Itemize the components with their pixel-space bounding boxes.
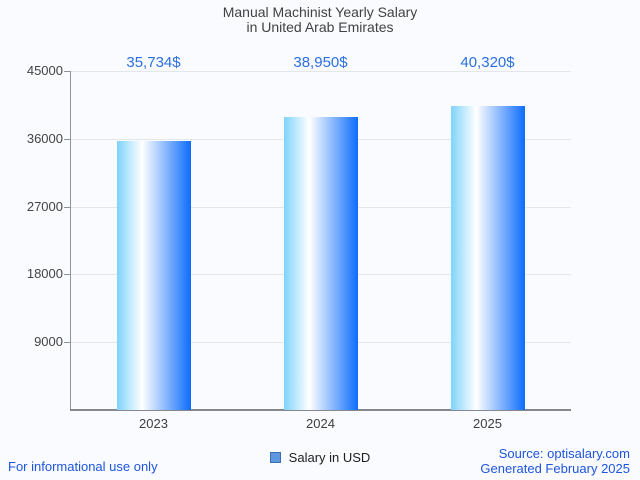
chart-title: Manual Machinist Yearly Salary in United…: [0, 5, 640, 35]
legend-label: Salary in USD: [288, 450, 371, 465]
chart-title-line1: Manual Machinist Yearly Salary: [222, 4, 418, 20]
y-axis-label-27000: 27000: [26, 198, 63, 214]
footer-source-block: Source: optisalary.com Generated Februar…: [480, 446, 630, 476]
y-axis-label-18000: 18000: [26, 266, 63, 282]
bar-2024[interactable]: [283, 116, 358, 410]
x-axis-line: [70, 409, 571, 411]
value-label-2023: 35,734$: [126, 54, 181, 71]
legend-swatch-icon: [269, 452, 281, 463]
y-tickmark-45000: [64, 71, 70, 72]
legend: Salary in USD: [0, 449, 640, 466]
x-axis-label-2025: 2025: [473, 416, 502, 431]
gridline-45000: [70, 71, 571, 72]
y-axis-label-36000: 36000: [26, 130, 63, 146]
generated-date: Generated February 2025: [480, 461, 630, 476]
value-label-2025: 40,320$: [460, 54, 515, 71]
y-axis-label-9000: 9000: [34, 334, 63, 350]
x-axis-label-2024: 2024: [306, 416, 335, 431]
x-axis-label-2023: 2023: [139, 416, 168, 431]
disclaimer-text: For informational use only: [8, 459, 158, 474]
y-tickmark-9000: [64, 342, 70, 344]
y-axis-label-45000: 45000: [26, 63, 63, 78]
bar-2025[interactable]: [450, 106, 525, 410]
y-tickmark-36000: [64, 138, 70, 140]
source-link[interactable]: Source: optisalary.com: [498, 446, 630, 461]
chart-title-line2: in United Arab Emirates: [246, 19, 394, 35]
bar-2023[interactable]: [116, 140, 191, 410]
y-axis-line: [70, 71, 71, 410]
y-tickmark-18000: [64, 274, 70, 276]
value-label-2024: 38,950$: [293, 54, 348, 71]
y-tickmark-27000: [64, 206, 70, 208]
